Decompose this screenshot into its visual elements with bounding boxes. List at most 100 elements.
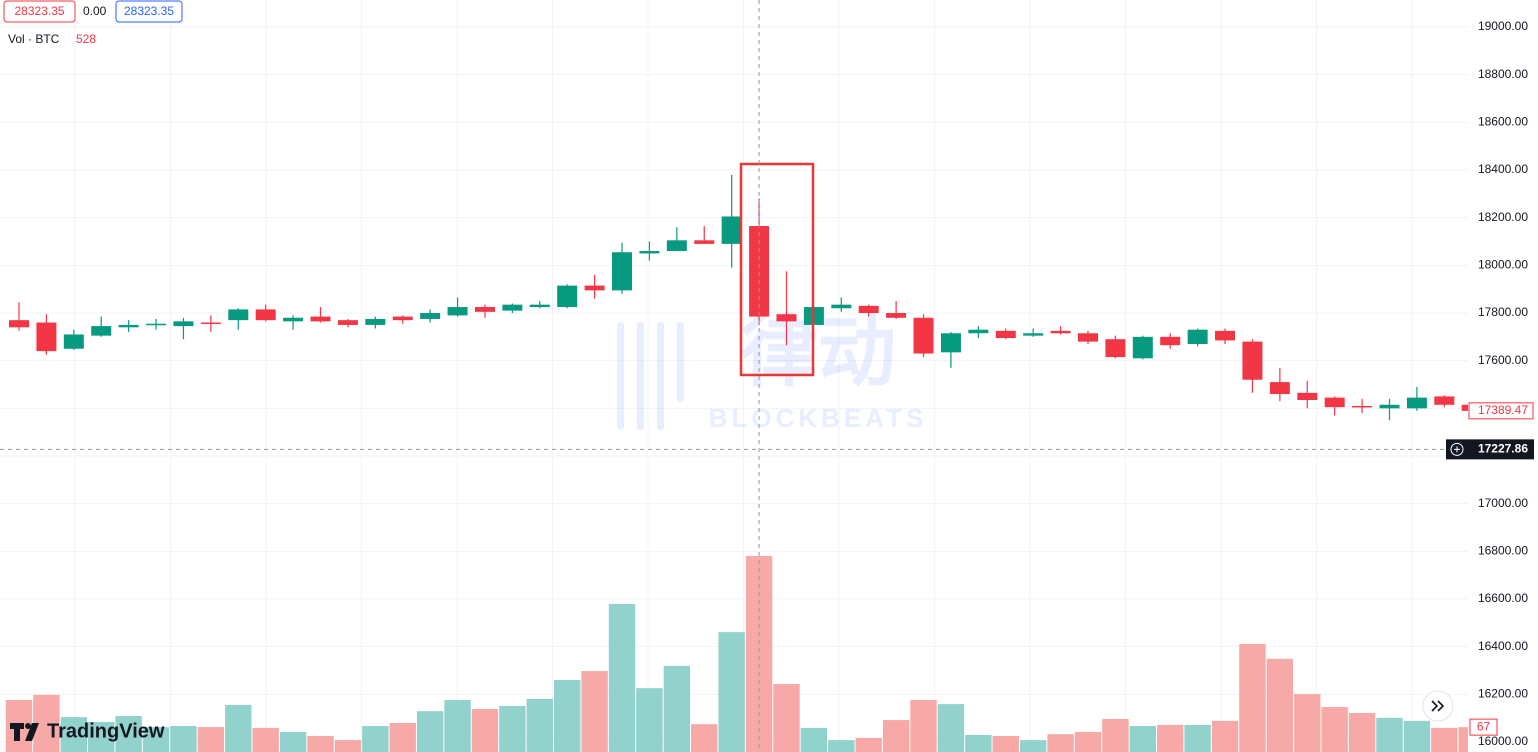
candle-body xyxy=(310,316,331,322)
candle-body xyxy=(968,329,989,334)
y-tick-label: 16600.00 xyxy=(1478,591,1528,605)
volume-bar xyxy=(965,734,992,752)
candle-body xyxy=(1297,392,1318,401)
volume-bar xyxy=(1403,720,1431,752)
candle-body xyxy=(1324,397,1345,408)
candle-body xyxy=(200,322,221,325)
candle-body xyxy=(1379,404,1400,409)
candle-body xyxy=(1352,405,1373,408)
volume-bar xyxy=(225,704,252,752)
candle-body xyxy=(940,333,961,353)
candle-body xyxy=(1077,333,1098,342)
volume-bar xyxy=(1348,713,1376,752)
volume-bar xyxy=(691,724,718,752)
y-tick-label: 17000.00 xyxy=(1478,496,1528,510)
volume-bar xyxy=(252,727,279,752)
volume-bar xyxy=(389,723,416,752)
volume-bar xyxy=(937,704,965,752)
candle-body xyxy=(255,309,276,321)
candle-body xyxy=(63,334,84,349)
brand: TradingView xyxy=(47,720,165,742)
scroll-button[interactable] xyxy=(1422,690,1454,722)
candle-body xyxy=(118,324,139,328)
candle-body xyxy=(1105,339,1126,358)
candle-body xyxy=(283,317,304,322)
candle-body xyxy=(474,307,495,312)
candle-body xyxy=(392,316,413,321)
candle-body xyxy=(1406,397,1427,409)
candle-body xyxy=(557,285,578,308)
candle-body xyxy=(228,309,249,321)
volume-bar xyxy=(1184,724,1211,752)
price-axis: 16000.00 16200.00 16400.00 16600.00 16800.00… xyxy=(1468,19,1534,748)
brand-logo[interactable]: TradingView xyxy=(10,720,165,742)
y-tick-label: 18000.00 xyxy=(1478,258,1528,272)
candle-body xyxy=(1269,382,1290,395)
candle-body xyxy=(9,320,29,328)
volume-bar xyxy=(279,731,307,752)
watermark: 律动 BLOCKBEATS xyxy=(617,308,928,433)
candle-body xyxy=(1461,404,1468,411)
candle-body xyxy=(1187,329,1208,344)
volume-bar xyxy=(1321,707,1348,752)
volume-bar xyxy=(636,688,663,752)
volume-bar xyxy=(1211,720,1239,752)
last-price-label: 17389.47 xyxy=(1478,403,1528,417)
volume-bar xyxy=(663,665,691,752)
header-box xyxy=(3,0,76,23)
header-box xyxy=(115,0,183,23)
y-tick-label: 18200.00 xyxy=(1478,210,1528,224)
volume-bar xyxy=(581,671,608,752)
volume-bar xyxy=(1129,726,1157,752)
candle-body xyxy=(146,323,167,326)
candle-body xyxy=(447,307,468,316)
candle-body xyxy=(337,320,358,325)
volume-bar xyxy=(1431,727,1458,752)
add-button-icon xyxy=(1450,442,1464,456)
add-button[interactable] xyxy=(1446,439,1468,460)
candle-body xyxy=(612,252,633,291)
volume-bar xyxy=(1376,717,1403,752)
volume-bar xyxy=(60,717,88,752)
last-volume-box xyxy=(1469,718,1498,736)
candle-body xyxy=(1434,396,1455,405)
volume-bar xyxy=(1294,694,1321,752)
volume-bar xyxy=(745,556,773,752)
volume-bar xyxy=(362,726,389,752)
volume-bar xyxy=(307,736,334,752)
candle-body xyxy=(913,317,934,354)
add-button-icon xyxy=(1454,446,1460,453)
volume-bar xyxy=(1074,731,1102,752)
candle-body xyxy=(749,226,770,317)
volume-bar xyxy=(444,700,471,752)
volume-bar xyxy=(115,715,142,752)
last-price-box xyxy=(1468,402,1534,420)
candle-body xyxy=(1242,341,1263,380)
volume-bar xyxy=(499,705,526,752)
volume-bar xyxy=(1458,727,1468,752)
y-tick-label: 18400.00 xyxy=(1478,162,1528,176)
candle-body xyxy=(529,304,550,308)
volume-bar xyxy=(526,698,553,752)
volume-bar xyxy=(553,679,581,752)
volume-title: Vol · BTC xyxy=(8,32,60,46)
volume-bar xyxy=(170,726,197,752)
volume-bar xyxy=(88,721,115,752)
y-tick-label: 16000.00 xyxy=(1478,734,1528,748)
watermark-subtitle: BLOCKBEATS xyxy=(709,403,928,433)
candle-body xyxy=(173,321,194,327)
candle-body xyxy=(36,322,57,352)
crosshair-price-box xyxy=(1468,439,1534,460)
crosshair xyxy=(0,0,1468,752)
volume-bar xyxy=(1157,724,1184,752)
volume-bar xyxy=(334,740,362,752)
y-tick-label: 16400.00 xyxy=(1478,639,1528,653)
volume-bar xyxy=(855,737,882,752)
volume-bar xyxy=(1019,740,1047,752)
candle-body xyxy=(995,330,1016,339)
candle-body xyxy=(91,326,112,336)
candle-body xyxy=(1050,330,1071,334)
candle-body xyxy=(639,251,660,254)
header-change: 0.00 xyxy=(83,4,107,18)
candle-body xyxy=(1160,336,1181,346)
